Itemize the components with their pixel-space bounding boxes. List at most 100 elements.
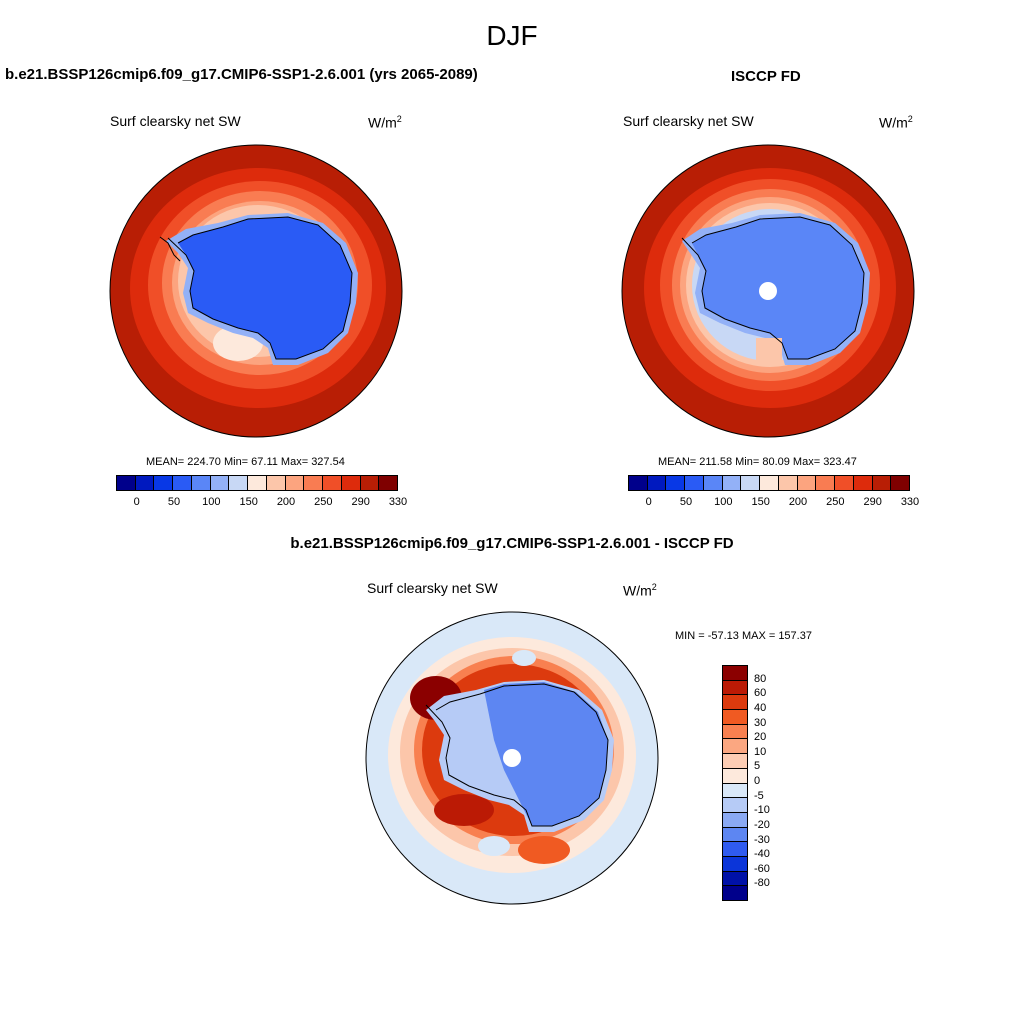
model-colorbar-swatch	[191, 476, 211, 490]
diff-colorbar-swatch	[723, 812, 747, 828]
model-colorbar-swatch	[304, 476, 324, 490]
model-colorbar-swatch	[285, 476, 305, 490]
diff-colorbar-ticks: 80 60 40 30 20 10 5 0 -5 -10 -20 -30 -40 -60 -80	[754, 665, 794, 899]
obs-map	[621, 144, 915, 438]
obs-colorbar-swatch	[666, 476, 686, 490]
model-colorbar-swatch	[117, 476, 136, 490]
diff-colorbar-swatch	[723, 783, 747, 799]
model-colorbar-tick-label: 330	[388, 496, 408, 508]
model-colorbar-swatch	[229, 476, 249, 490]
diff-colorbar-swatch	[723, 666, 747, 681]
model-colorbar-swatch	[154, 476, 174, 490]
model-map	[109, 144, 403, 438]
model-antarctica	[178, 217, 352, 359]
model-colorbar-tick-label: 150	[239, 496, 258, 508]
obs-colorbar-tick-label: 250	[826, 496, 845, 508]
diff-colorbar-swatch	[723, 754, 747, 769]
diff-colorbar-tick-label: 5	[754, 760, 761, 773]
diff-colorbar-tick-label: -5	[754, 789, 764, 802]
obs-colorbar-tick-label: 150	[751, 496, 770, 508]
diff-colorbar-tick-label: 80	[754, 672, 767, 685]
obs-colorbar-swatch	[816, 476, 836, 490]
obs-ross-patch	[756, 338, 782, 364]
obs-colorbar-swatch	[629, 476, 648, 490]
diff-colorbar-swatch	[723, 739, 747, 755]
diff-colorbar-swatch	[723, 710, 747, 725]
diff-colorbar-tick-label: 0	[754, 775, 761, 787]
figure-title: DJF	[486, 20, 538, 51]
obs-antarctica	[692, 217, 864, 359]
diff-colorbar-tick-label: -30	[754, 833, 770, 846]
diff-colorbar-tick-label: -10	[754, 804, 770, 817]
obs-colorbar-tick-label: 100	[714, 496, 733, 508]
diff-colorbar-tick-label: -80	[754, 877, 770, 890]
model-colorbar-tick-label: 250	[314, 496, 333, 508]
diff-coastline	[425, 683, 609, 827]
model-colorbar-swatch	[210, 476, 230, 490]
diff-units: W/m2	[623, 582, 657, 599]
diff-field-label: Surf clearsky net SW	[367, 580, 498, 596]
diff-colorbar-swatch	[723, 842, 747, 857]
obs-colorbar-swatch	[703, 476, 723, 490]
model-colorbar-swatch	[173, 476, 192, 490]
model-coastline	[167, 216, 353, 360]
diff-colorbar-swatch	[723, 856, 747, 872]
model-colorbar-swatch	[135, 476, 155, 490]
obs-field-label: Surf clearsky net SW	[623, 113, 754, 129]
diff-pole-hole	[503, 749, 521, 767]
model-colorbar-swatch	[341, 476, 361, 490]
model-colorbar-swatch	[266, 476, 286, 490]
obs-colorbar-swatch	[760, 476, 779, 490]
obs-stats: MEAN= 211.58 Min= 80.09 Max= 323.47	[658, 456, 857, 468]
diff-colorbar-swatch	[723, 827, 747, 843]
model-colorbar-tick-label: 200	[276, 496, 296, 508]
diff-stats: MIN = -57.13 MAX = 157.37	[675, 630, 812, 642]
diff-colorbar-tick-label: 60	[754, 687, 767, 700]
obs-colorbar-swatch	[872, 476, 892, 490]
obs-colorbar-swatch	[722, 476, 742, 490]
obs-colorbar-swatch	[778, 476, 798, 490]
obs-colorbar-tick-label: 290	[863, 496, 882, 508]
obs-map-border	[621, 144, 915, 438]
diff-cool-patch	[478, 836, 510, 856]
diff-panel-title: b.e21.BSSP126cmip6.f09_g17.CMIP6-SSP1-2.…	[290, 535, 734, 552]
diff-colorbar-swatch	[723, 695, 747, 711]
model-peninsula-line	[159, 236, 181, 262]
model-colorbar-tick-label: 100	[202, 496, 221, 508]
diff-colorbar	[722, 665, 748, 901]
diff-colorbar-tick-label: 10	[754, 745, 767, 758]
diff-hotspot-3	[518, 836, 570, 864]
diff-antarctica-east	[484, 682, 608, 826]
obs-units: W/m2	[879, 114, 913, 131]
obs-colorbar-swatch	[797, 476, 817, 490]
obs-colorbar-swatch	[685, 476, 704, 490]
diff-colorbar-tick-label: 40	[754, 701, 767, 714]
obs-colorbar	[628, 475, 910, 491]
obs-coastline	[681, 216, 865, 360]
obs-colorbar-swatch	[853, 476, 873, 490]
diff-colorbar-swatch	[723, 680, 747, 696]
diff-colorbar-swatch	[723, 768, 747, 784]
obs-colorbar-swatch	[891, 476, 910, 490]
obs-colorbar-swatch	[835, 476, 854, 490]
obs-colorbar-ticks: 0 50 100 150 200 250 290 330	[628, 496, 920, 510]
diff-colorbar-tick-label: -40	[754, 848, 770, 861]
model-colorbar-swatch	[379, 476, 398, 490]
model-stats: MEAN= 224.70 Min= 67.11 Max= 327.54	[146, 456, 345, 468]
model-colorbar-swatch	[248, 476, 267, 490]
diff-colorbar-swatch	[723, 798, 747, 813]
diff-colorbar-swatch	[723, 724, 747, 740]
diff-colorbar-tick-label: -20	[754, 818, 770, 831]
diff-map-border	[365, 611, 659, 905]
diff-colorbar-tick-label: 30	[754, 716, 767, 729]
model-colorbar-tick-label: 50	[167, 496, 181, 508]
model-map-border	[109, 144, 403, 438]
model-panel-title: b.e21.BSSP126cmip6.f09_g17.CMIP6-SSP1-2.…	[5, 66, 478, 83]
model-colorbar-ticks: 0 50 100 150 200 250 290 330	[116, 496, 408, 510]
obs-colorbar-tick-label: 200	[788, 496, 808, 508]
model-colorbar-tick-label: 0	[133, 496, 140, 508]
diff-hotspot-2	[434, 794, 494, 826]
obs-panel-title: ISCCP FD	[731, 68, 801, 85]
model-field-label: Surf clearsky net SW	[110, 113, 241, 129]
model-colorbar-swatch	[323, 476, 342, 490]
